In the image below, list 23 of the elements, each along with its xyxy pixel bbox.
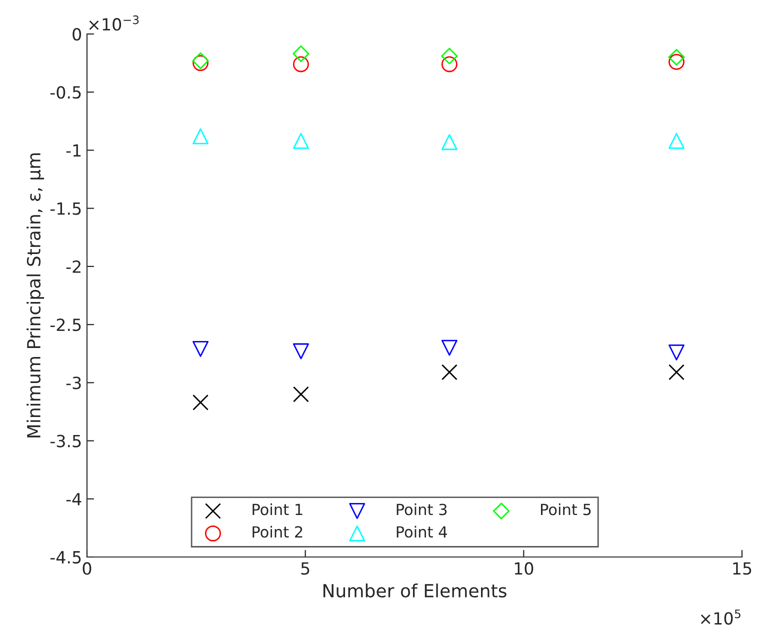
y-tick-label: -4 xyxy=(66,493,82,506)
x-tick-label: 15 xyxy=(733,562,752,575)
legend-label: Point 4 xyxy=(396,526,447,538)
y-tick-label: -1 xyxy=(66,144,81,157)
legend-label: Point 2 xyxy=(252,526,302,538)
y-tick-label: -2.5 xyxy=(50,318,81,332)
y-tick-label: -3 xyxy=(66,376,81,390)
y-tick-label: 0 xyxy=(72,28,82,41)
text: ×10$^{−3}$ xyxy=(89,15,139,31)
y-tick-label: -0.5 xyxy=(50,86,81,99)
y-tick-label: -2 xyxy=(66,260,80,273)
x-tick-label: 5 xyxy=(301,562,310,575)
text: ×10$^{5}$ xyxy=(700,610,740,625)
y-tick-label: -1.5 xyxy=(50,202,81,215)
legend-label: Point 3 xyxy=(396,503,447,516)
legend-label: Point 5 xyxy=(541,503,591,516)
y-axis-title: Minimum Principal Strain, ε, μm xyxy=(26,153,44,438)
x-tick-label: 0 xyxy=(82,562,92,575)
x-axis-title: Number of Elements xyxy=(323,584,506,598)
y-tick-label: -3.5 xyxy=(50,434,81,448)
legend-label: Point 1 xyxy=(252,503,302,516)
y-tick-label: -4.5 xyxy=(50,551,81,564)
x-tick-label: 10 xyxy=(514,562,534,575)
